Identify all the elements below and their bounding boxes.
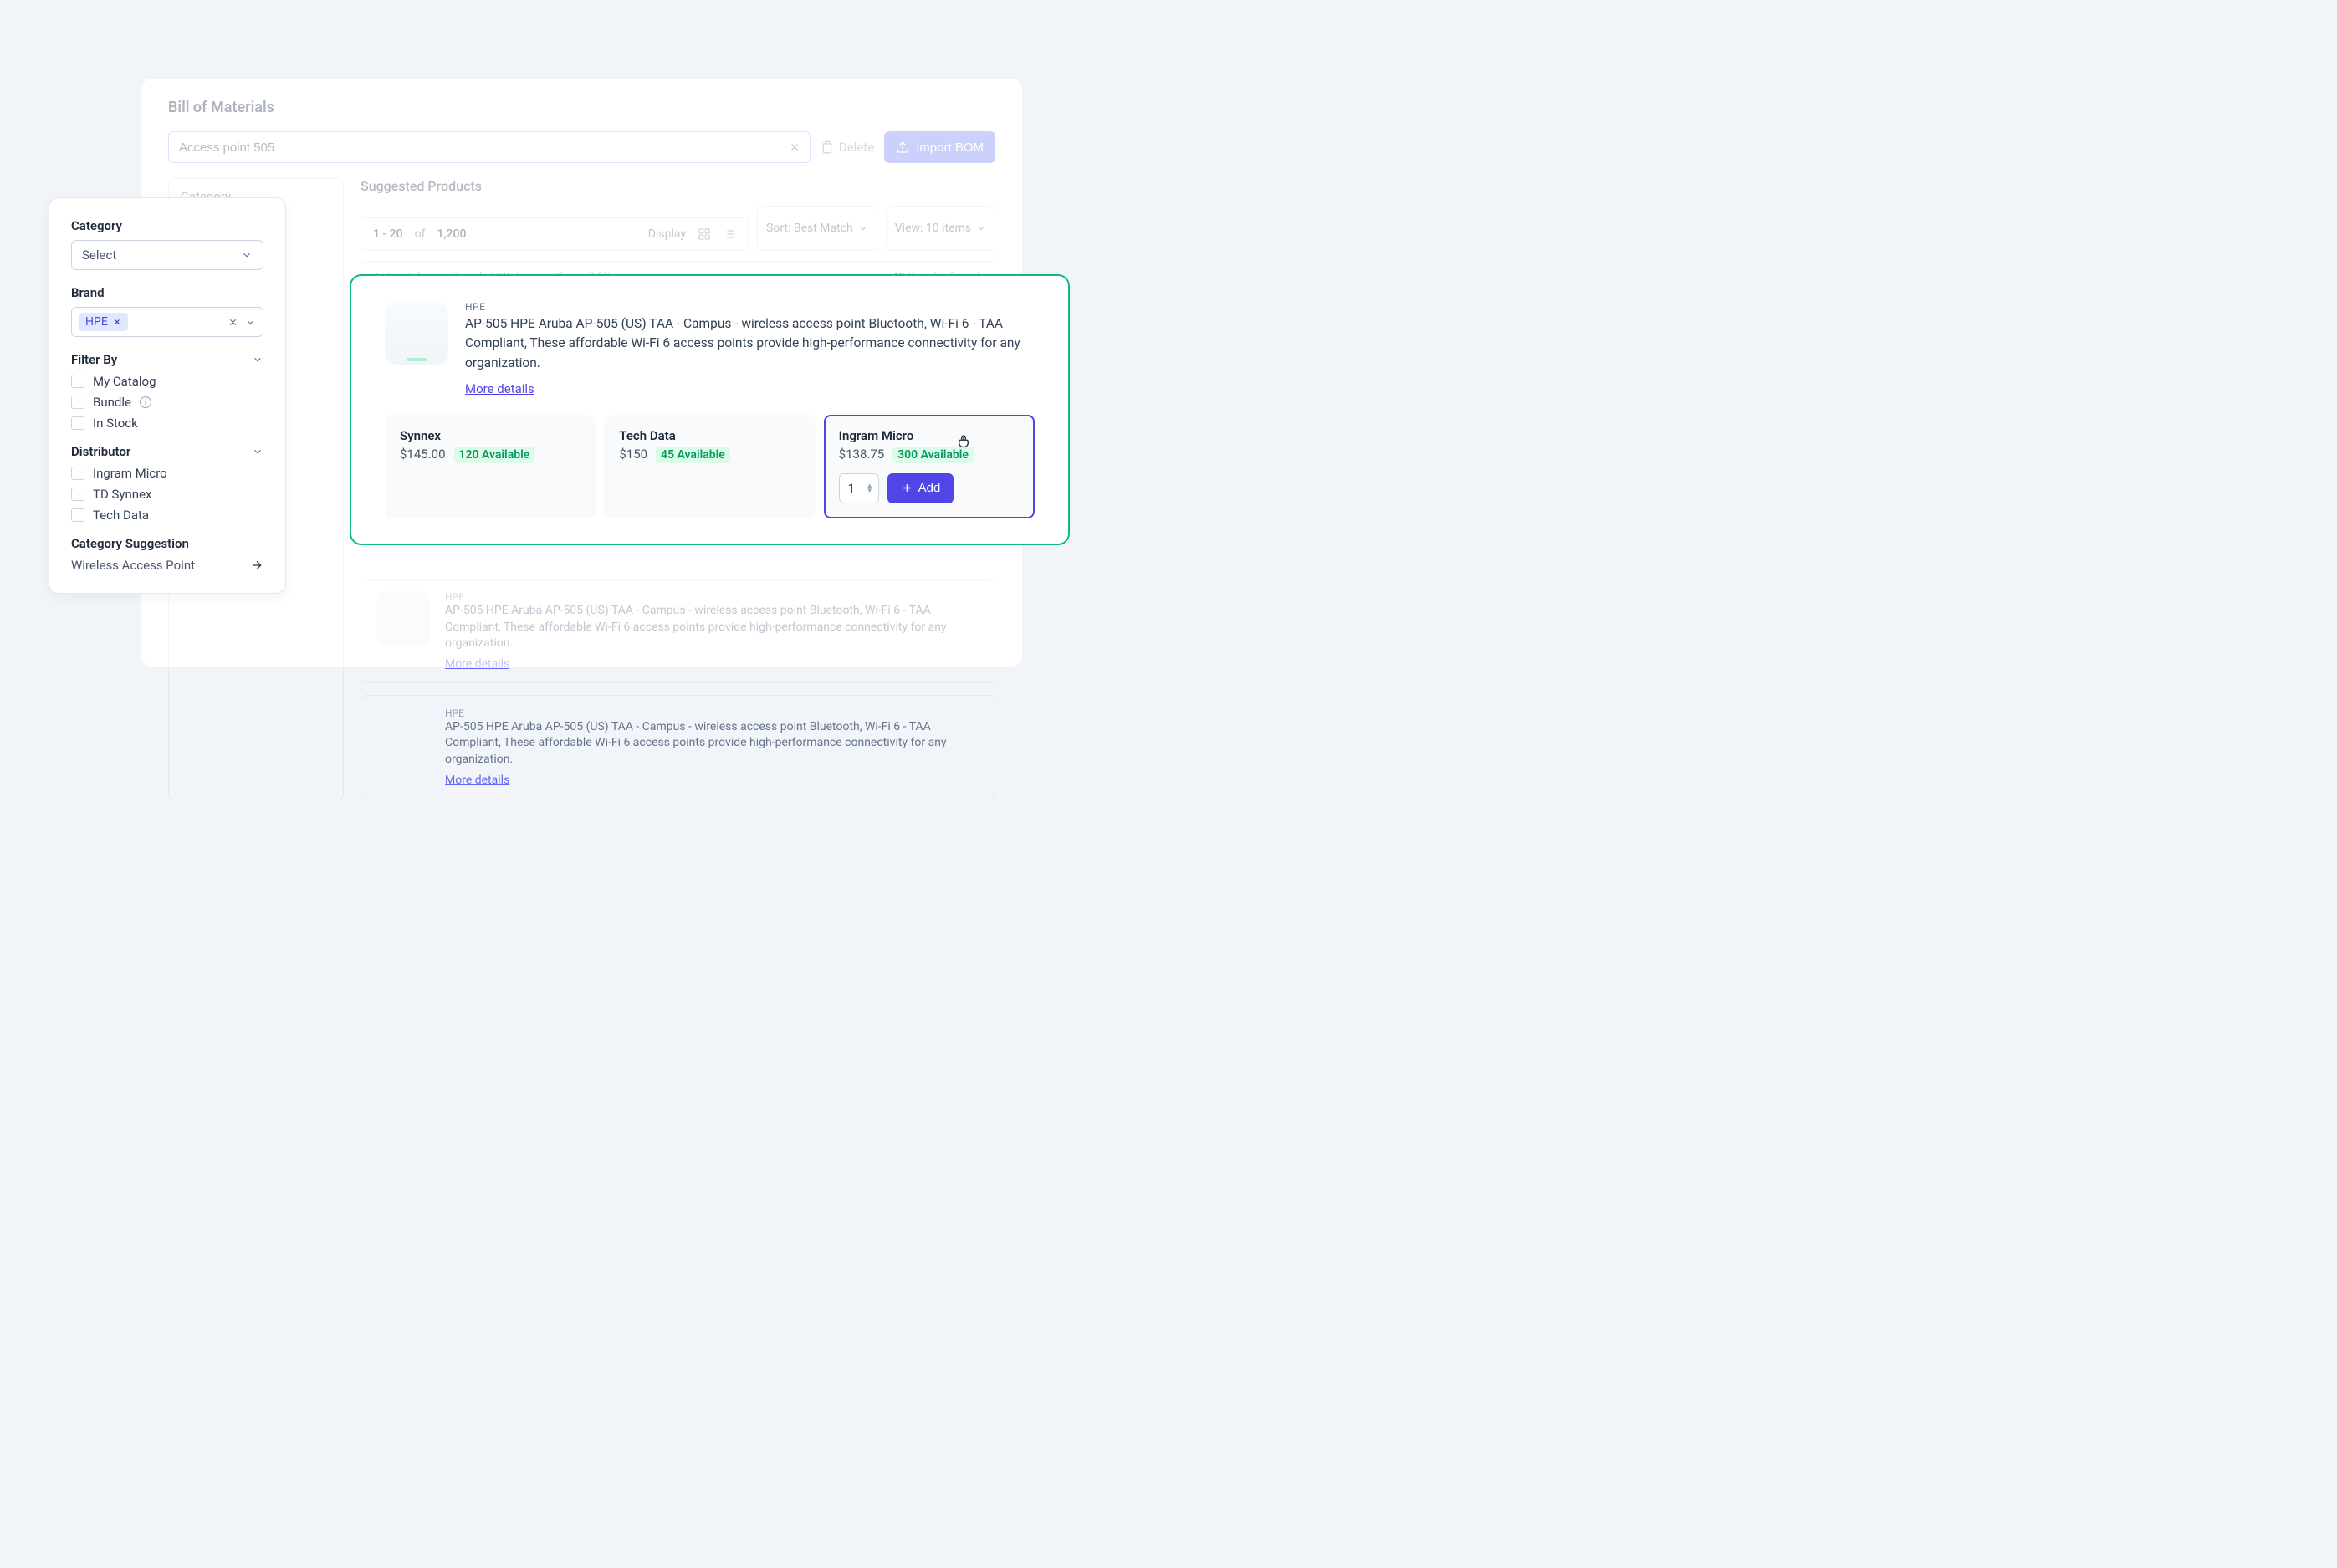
distributor-tech-data[interactable]: Tech Data — [71, 508, 263, 523]
chevron-down-icon — [252, 446, 263, 457]
distributor-ingram[interactable]: Ingram Micro — [71, 466, 263, 481]
quantity-stepper[interactable]: 1 ▲▼ — [839, 473, 879, 503]
faded-product-card: HPE AP-505 HPE Aruba AP-505 (US) TAA - C… — [361, 579, 995, 683]
product-brand: HPE — [465, 301, 1035, 313]
info-icon[interactable]: i — [140, 396, 151, 408]
brand-section-label: Brand — [71, 285, 263, 300]
product-thumb — [376, 591, 430, 645]
delete-label: Delete — [839, 140, 874, 155]
chevron-down-icon — [252, 354, 263, 365]
category-select[interactable]: Select — [71, 240, 263, 270]
page-title: Bill of Materials — [168, 99, 995, 116]
grid-view-icon[interactable] — [698, 227, 711, 241]
faded-product-card-2: HPE AP-505 HPE Aruba AP-505 (US) TAA - C… — [361, 695, 995, 799]
filter-sidebar-popover: Category Select Brand HPE Filter By — [49, 197, 286, 594]
chevron-down-icon — [241, 249, 253, 261]
view-dropdown[interactable]: View: 10 items — [886, 206, 995, 251]
chevron-down-icon[interactable] — [245, 317, 256, 328]
product-desc: AP-505 HPE Aruba AP-505 (US) TAA - Campu… — [445, 603, 979, 652]
filter-bundle[interactable]: Bundle i — [71, 395, 263, 410]
more-details-link[interactable]: More details — [465, 381, 534, 396]
results-count-bar: 1 - 20 of 1,200 Display — [361, 217, 749, 251]
sort-label: Sort: Best Match — [766, 222, 853, 235]
checkbox-icon — [71, 467, 84, 480]
product-desc: AP-505 HPE Aruba AP-505 (US) TAA - Campu… — [445, 719, 979, 769]
arrow-right-icon — [250, 559, 263, 572]
distributor-ingram-selected[interactable]: Ingram Micro $138.75 300 Available 1 ▲▼ … — [824, 415, 1035, 518]
product-thumb — [385, 301, 448, 365]
add-label: Add — [918, 481, 941, 495]
distributor-synnex[interactable]: Synnex $145.00 120 Available — [385, 415, 596, 518]
distributor-td-synnex[interactable]: TD Synnex — [71, 487, 263, 502]
category-suggestion-item[interactable]: Wireless Access Point — [71, 558, 263, 573]
product-thumb — [376, 707, 430, 761]
clear-search-icon[interactable] — [789, 141, 800, 153]
checkbox-icon — [71, 416, 84, 430]
distributor-tech-data[interactable]: Tech Data $150 45 Available — [604, 415, 815, 518]
results-total: 1,200 — [437, 227, 466, 241]
results-range: 1 - 20 — [373, 227, 403, 241]
remove-brand-icon[interactable] — [113, 318, 121, 326]
search-row: Delete Import BOM — [168, 131, 995, 163]
distributor-row: Synnex $145.00 120 Available Tech Data $… — [385, 415, 1035, 518]
view-label: View: 10 items — [895, 222, 971, 235]
distributor-section-label[interactable]: Distributor — [71, 444, 263, 459]
filter-in-stock[interactable]: In Stock — [71, 416, 263, 431]
filter-by-section-label[interactable]: Filter By — [71, 352, 263, 367]
of-label: of — [415, 227, 426, 241]
search-input-wrap — [168, 131, 811, 163]
qty-add-row: 1 ▲▼ Add — [839, 473, 1020, 503]
availability-badge: 120 Available — [454, 447, 535, 463]
product-head: HPE AP-505 HPE Aruba AP-505 (US) TAA - C… — [385, 301, 1035, 396]
brand-multiselect[interactable]: HPE — [71, 307, 263, 337]
product-brand: HPE — [445, 707, 979, 719]
cursor-icon — [956, 433, 971, 448]
stepper-arrows: ▲▼ — [867, 483, 873, 493]
search-input[interactable] — [168, 131, 811, 163]
delete-button[interactable]: Delete — [821, 140, 874, 155]
brand-box-icons — [228, 317, 256, 328]
brand-chip: HPE — [79, 313, 128, 331]
sort-dropdown[interactable]: Sort: Best Match — [757, 206, 877, 251]
import-label: Import BOM — [916, 140, 984, 155]
checkbox-icon — [71, 375, 84, 388]
category-suggestion-label: Category Suggestion — [71, 536, 263, 551]
availability-badge: 45 Available — [656, 447, 730, 463]
availability-badge: 300 Available — [892, 447, 974, 463]
suggested-products-title: Suggested Products — [361, 178, 995, 194]
product-card-highlight: HPE AP-505 HPE Aruba AP-505 (US) TAA - C… — [350, 274, 1070, 545]
category-placeholder: Select — [82, 248, 116, 263]
checkbox-icon — [71, 396, 84, 409]
list-view-icon[interactable] — [723, 227, 736, 241]
add-button[interactable]: Add — [887, 473, 954, 503]
clear-brands-icon[interactable] — [228, 317, 238, 328]
checkbox-icon — [71, 488, 84, 501]
more-details-link[interactable]: More details — [445, 657, 509, 671]
product-brand: HPE — [445, 591, 979, 603]
product-description: AP-505 HPE Aruba AP-505 (US) TAA - Campu… — [465, 314, 1035, 373]
import-bom-button[interactable]: Import BOM — [884, 131, 995, 163]
checkbox-icon — [71, 508, 84, 522]
tools-bar: 1 - 20 of 1,200 Display Sort: Best Match — [361, 206, 995, 251]
more-details-link[interactable]: More details — [445, 774, 509, 787]
category-section-label: Category — [71, 218, 263, 233]
filter-my-catalog[interactable]: My Catalog — [71, 374, 263, 389]
display-label: Display — [648, 227, 686, 241]
